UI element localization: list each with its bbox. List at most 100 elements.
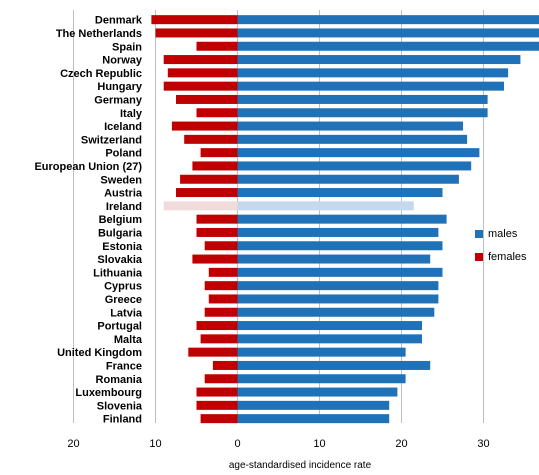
bar-males xyxy=(237,347,406,357)
category-label: Latvia xyxy=(110,307,143,319)
bar-females xyxy=(196,214,238,224)
legend-item-females: females xyxy=(475,251,527,263)
bar-females xyxy=(176,188,238,198)
category-label: Finland xyxy=(103,414,142,426)
bar-females xyxy=(192,254,238,264)
category-label: Greece xyxy=(105,294,142,306)
category-label: Portugal xyxy=(97,321,142,333)
bar-females xyxy=(196,321,238,331)
bar-males xyxy=(237,81,504,91)
bar-males xyxy=(237,374,406,384)
category-label: Hungary xyxy=(97,81,143,93)
bar-females xyxy=(171,121,238,131)
category-label: Malta xyxy=(114,334,143,346)
category-label: Bulgaria xyxy=(98,227,143,239)
category-label: Czech Republic xyxy=(60,68,142,80)
category-label: Estonia xyxy=(102,241,143,253)
bar-males xyxy=(237,307,435,317)
category-label: Luxembourg xyxy=(75,387,142,399)
category-label: Slovakia xyxy=(97,254,143,266)
category-label: Poland xyxy=(105,148,142,160)
bar-females xyxy=(163,201,238,211)
bar-females xyxy=(200,414,238,424)
bar-males xyxy=(237,161,472,171)
bar-males xyxy=(237,188,443,198)
bar-males xyxy=(237,334,422,344)
bar-females xyxy=(208,267,238,277)
x-tick-labels: 201001020304050 xyxy=(67,438,489,450)
x-tick-label: 20 xyxy=(67,438,79,450)
bar-males xyxy=(237,294,439,304)
bar-females xyxy=(151,15,238,25)
bar-females xyxy=(176,94,238,104)
category-label: Switzerland xyxy=(81,134,142,146)
bar-males xyxy=(237,400,390,410)
bar-males xyxy=(237,321,422,331)
bar-females xyxy=(204,241,238,251)
x-tick-label: 30 xyxy=(477,438,489,450)
bar-females xyxy=(208,294,238,304)
bar-males xyxy=(237,267,443,277)
category-label: Italy xyxy=(120,108,143,120)
category-label: The Netherlands xyxy=(56,28,142,40)
bar-males xyxy=(237,68,509,78)
category-label: Austria xyxy=(104,188,143,200)
bar-males xyxy=(237,254,431,264)
bar-females xyxy=(204,374,238,384)
bar-males xyxy=(237,414,390,424)
bar-males xyxy=(237,174,459,184)
category-label: France xyxy=(106,360,142,372)
x-tick-label: 10 xyxy=(149,438,161,450)
bar-males xyxy=(237,94,488,104)
bar-females xyxy=(196,400,238,410)
category-label: Spain xyxy=(112,41,142,53)
bar-females xyxy=(200,334,238,344)
bar-males xyxy=(237,214,447,224)
bar-males xyxy=(237,281,439,291)
bars xyxy=(151,15,539,424)
legend-swatch-females xyxy=(475,253,483,261)
bar-females xyxy=(196,41,238,51)
bar-males xyxy=(237,28,539,38)
bar-males xyxy=(237,241,443,251)
legend-label-females: females xyxy=(488,251,527,263)
category-label: Germany xyxy=(94,94,143,106)
bar-males xyxy=(237,55,521,65)
bar-females xyxy=(200,148,238,158)
bar-males xyxy=(237,360,431,370)
bar-females xyxy=(196,387,238,397)
category-label: Sweden xyxy=(100,174,142,186)
bar-males xyxy=(237,15,539,25)
bar-females xyxy=(212,360,238,370)
category-label: Ireland xyxy=(106,201,142,213)
category-label: Belgium xyxy=(99,214,143,226)
bar-males xyxy=(237,41,539,51)
bar-females xyxy=(163,55,238,65)
bar-females xyxy=(196,227,238,237)
bar-females xyxy=(204,281,238,291)
category-label: Lithuania xyxy=(93,267,143,279)
category-label: Slovenia xyxy=(97,400,143,412)
bar-males xyxy=(237,227,439,237)
category-label: European Union (27) xyxy=(34,161,142,173)
bar-females xyxy=(188,347,238,357)
x-tick-label: 10 xyxy=(313,438,325,450)
x-tick-label: 0 xyxy=(234,438,240,450)
bar-males xyxy=(237,108,488,118)
x-axis-title: age-standardised incidence rate xyxy=(228,460,372,471)
bar-females xyxy=(155,28,238,38)
legend-swatch-males xyxy=(475,230,483,238)
x-tick-label: 20 xyxy=(395,438,407,450)
category-label: Norway xyxy=(102,55,143,67)
bar-females xyxy=(163,81,238,91)
bar-males xyxy=(237,201,414,211)
bar-females xyxy=(167,68,238,78)
bar-females xyxy=(192,161,238,171)
bar-females xyxy=(204,307,238,317)
category-label: Iceland xyxy=(104,121,142,133)
bar-females xyxy=(180,174,238,184)
legend-item-males: males xyxy=(475,228,517,240)
bar-females xyxy=(184,134,238,144)
